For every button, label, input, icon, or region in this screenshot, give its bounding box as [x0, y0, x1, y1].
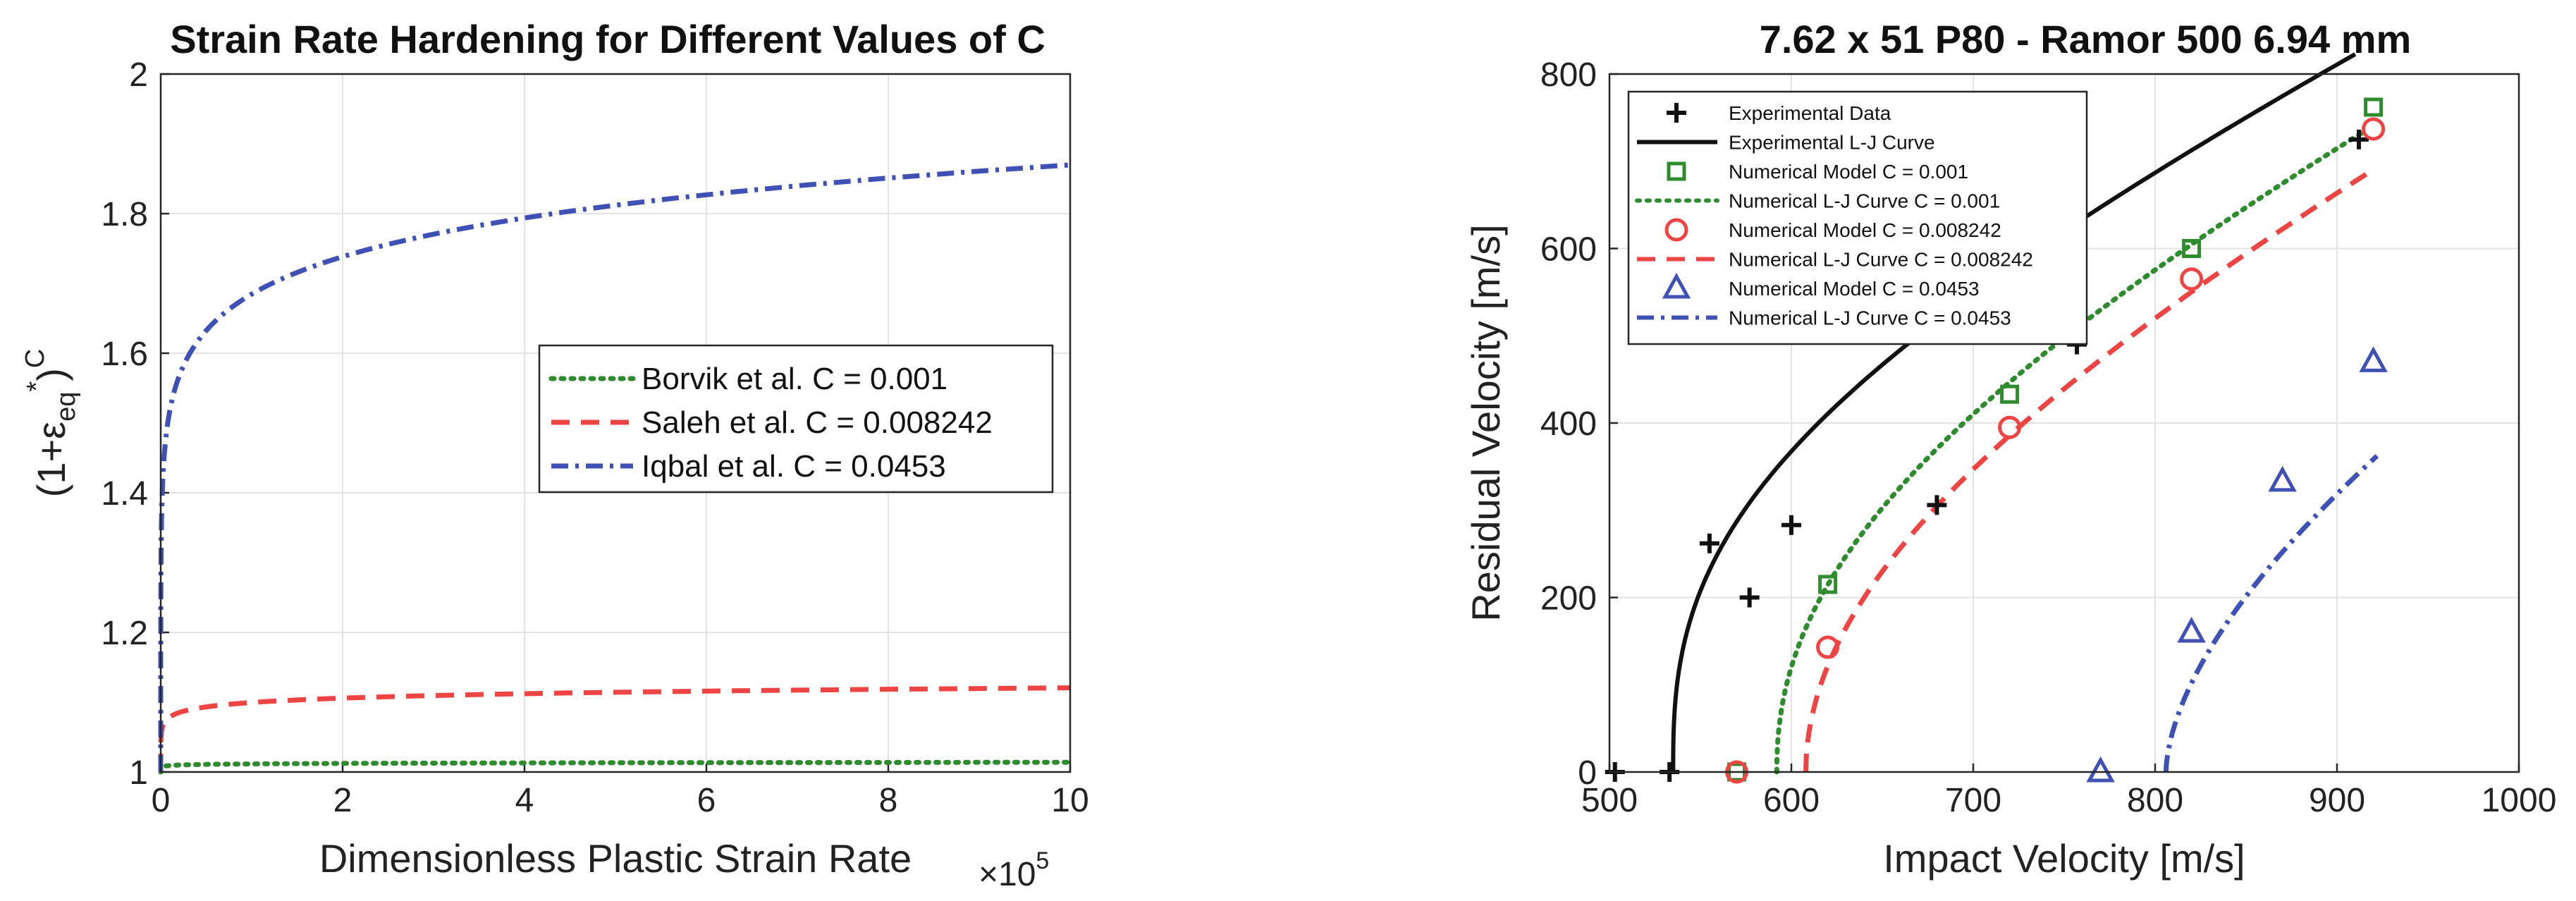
left-legend-label: Saleh et al. C = 0.008242: [642, 405, 993, 440]
numerical-model-point: [2180, 267, 2204, 291]
right-legend-swatch: [1667, 103, 1686, 123]
right-legend-swatch: [1664, 218, 1688, 242]
right-chart-title: 7.62 x 51 P80 - Ramor 500 6.94 mm: [1760, 17, 2412, 61]
left-x-tick-label: 10: [1051, 782, 1088, 819]
experimental-data-point: [1927, 495, 1947, 515]
right-x-tick-label: 800: [2127, 782, 2183, 819]
left-y-tick-label: 1.4: [101, 475, 148, 513]
left-plot-frame: [159, 73, 1072, 773]
left-y-tick-label: 1.6: [101, 336, 148, 373]
numerical-model-point: [2362, 117, 2386, 141]
right-legend: Experimental Data Experimental L-J Curve N…: [1627, 90, 2088, 345]
numerical-model-point: [1998, 415, 2022, 439]
right-y-tick-label: 0: [1578, 754, 1597, 792]
right-y-tick-label: 400: [1540, 405, 1597, 443]
left-y-tick-label: 1.8: [101, 196, 148, 233]
left-y-tick-label: 1: [129, 754, 148, 792]
ballistic-chart: 7.62 x 51 P80 - Ramor 500 6.94 mm 500 600…: [1464, 17, 2556, 881]
right-legend-label: Numerical L-J Curve C = 0.008242: [1729, 249, 2033, 271]
numerical-model-point: [2086, 756, 2115, 783]
right-y-tick-label: 800: [1540, 56, 1597, 94]
right-x-tick-label: 500: [1581, 782, 1638, 819]
right-x-tick-label: 1000: [2482, 782, 2557, 819]
left-x-tick-label: 8: [879, 782, 898, 819]
numerical-model-point: [2177, 616, 2206, 643]
experimental-data-point: [1739, 587, 1760, 608]
left-x-multiplier: ×105: [979, 847, 1049, 893]
right-legend-swatch: [1667, 161, 1686, 181]
left-legend: Borvik et al. C = 0.001 Saleh et al. C = …: [538, 344, 1054, 494]
left-x-tick-label: 0: [152, 782, 171, 819]
numerical-model-point: [1818, 575, 1838, 594]
left-y-tick-label: 1.2: [101, 615, 148, 652]
right-series-curves: [1671, 52, 2379, 775]
right-x-axis-label: Impact Velocity [m/s]: [1883, 836, 2245, 881]
right-legend-swatch: [1662, 272, 1691, 299]
numerical-model-point: [2359, 346, 2388, 372]
left-x-tick-label: 4: [515, 782, 534, 819]
numerical-model-point: [2364, 97, 2384, 117]
left-legend-label: Iqbal et al. C = 0.0453: [642, 449, 946, 484]
right-plot-frame: [1608, 73, 2520, 773]
right-legend-label: Numerical Model C = 0.0453: [1729, 278, 1980, 300]
right-y-axis-label: Residual Velocity [m/s]: [1464, 224, 1508, 621]
left-series-line: [158, 685, 1071, 772]
numerical-model-point: [2268, 465, 2297, 492]
numerical-model-point: [1816, 635, 1840, 659]
experimental-data-point: [1781, 515, 1801, 535]
numerical-model-point: [2182, 239, 2202, 258]
right-legend-label: Numerical Model C = 0.001: [1729, 161, 1968, 183]
left-chart-title: Strain Rate Hardening for Different Valu…: [170, 17, 1045, 61]
numerical-lj-curve: [1774, 128, 2369, 775]
left-x-multiplier-exp: 5: [1036, 847, 1049, 874]
strain-rate-chart: Strain Rate Hardening for Different Valu…: [20, 17, 1089, 893]
right-legend-label: Numerical L-J Curve C = 0.001: [1729, 190, 2000, 212]
experimental-data-point: [1699, 533, 1719, 553]
left-x-tick-label: 2: [333, 782, 352, 819]
experimental-lj-curve: [1671, 52, 2357, 773]
left-series-line: [158, 759, 1073, 775]
right-y-tick-label: 200: [1540, 580, 1597, 618]
left-y-tick-label: 2: [129, 56, 148, 94]
right-legend-label: Experimental Data: [1729, 102, 1891, 124]
numerical-lj-curve: [2164, 454, 2379, 772]
right-tick-labels: 500 600 700 800 900 1000 0 200 400 600 800: [1540, 56, 2556, 819]
numerical-lj-curve: [1803, 172, 2368, 773]
right-legend-label: Numerical Model C = 0.008242: [1729, 219, 2001, 241]
left-tick-labels: 0 2 4 6 8 10 1 1.2 1.4 1.6 1.8 2: [101, 56, 1088, 819]
left-y-axis-label: (1+εeq*)C: [20, 349, 81, 498]
left-x-tick-label: 6: [697, 782, 716, 819]
experimental-data-point: [2348, 129, 2369, 149]
right-y-tick-label: 600: [1540, 231, 1597, 269]
numerical-model-point: [2000, 384, 2020, 404]
right-x-tick-label: 900: [2309, 782, 2365, 819]
left-legend-label: Borvik et al. C = 0.001: [642, 362, 947, 396]
right-legend-label: Experimental L-J Curve: [1729, 132, 1935, 154]
right-legend-label: Numerical L-J Curve C = 0.0453: [1729, 307, 2011, 329]
right-legend-box: [1627, 90, 2088, 345]
left-x-axis-label: Dimensionless Plastic Strain Rate: [319, 836, 912, 881]
left-x-multiplier-base: ×10: [979, 856, 1036, 893]
right-x-tick-label: 700: [1945, 782, 2001, 819]
right-x-tick-label: 600: [1763, 782, 1820, 819]
